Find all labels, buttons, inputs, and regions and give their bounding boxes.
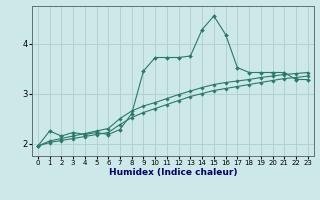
X-axis label: Humidex (Indice chaleur): Humidex (Indice chaleur) <box>108 168 237 177</box>
